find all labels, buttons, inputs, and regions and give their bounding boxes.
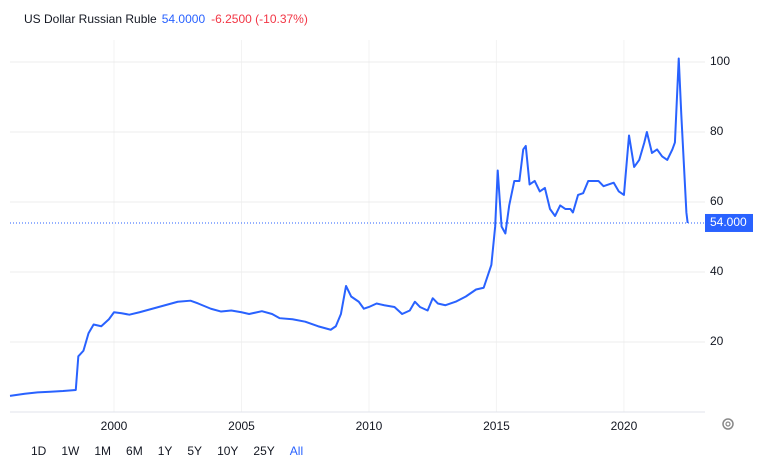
price-line	[9, 57, 689, 397]
last-price-label: 54.000	[710, 215, 747, 229]
y-tick-label: 80	[710, 124, 724, 138]
x-tick-label: 2000	[101, 419, 128, 433]
last-price-box	[705, 213, 753, 232]
range-button[interactable]: 1Y	[158, 444, 173, 458]
range-button[interactable]: 5Y	[187, 444, 202, 458]
y-tick-label: 20	[710, 334, 724, 348]
range-button[interactable]: 25Y	[253, 444, 274, 458]
x-tick-label: 2010	[356, 419, 383, 433]
settings-icon[interactable]	[722, 418, 734, 430]
price-change: -6.2500 (-10.37%)	[211, 12, 308, 26]
range-button[interactable]: 10Y	[217, 444, 238, 458]
range-button[interactable]: All	[290, 444, 303, 458]
range-button[interactable]: 1D	[31, 444, 47, 458]
y-tick-label: 100	[710, 54, 730, 68]
range-button[interactable]: 6M	[126, 444, 143, 458]
y-tick-label: 40	[710, 264, 724, 278]
symbol-title: US Dollar Russian Ruble	[24, 12, 157, 26]
price: 54.0000	[162, 12, 206, 26]
x-tick-label: 2005	[228, 419, 255, 433]
x-tick-label: 2020	[611, 419, 638, 433]
y-tick-label: 60	[710, 194, 724, 208]
x-tick-label: 2015	[483, 419, 510, 433]
range-button[interactable]: 1W	[61, 444, 80, 458]
range-button[interactable]: 1M	[94, 444, 111, 458]
